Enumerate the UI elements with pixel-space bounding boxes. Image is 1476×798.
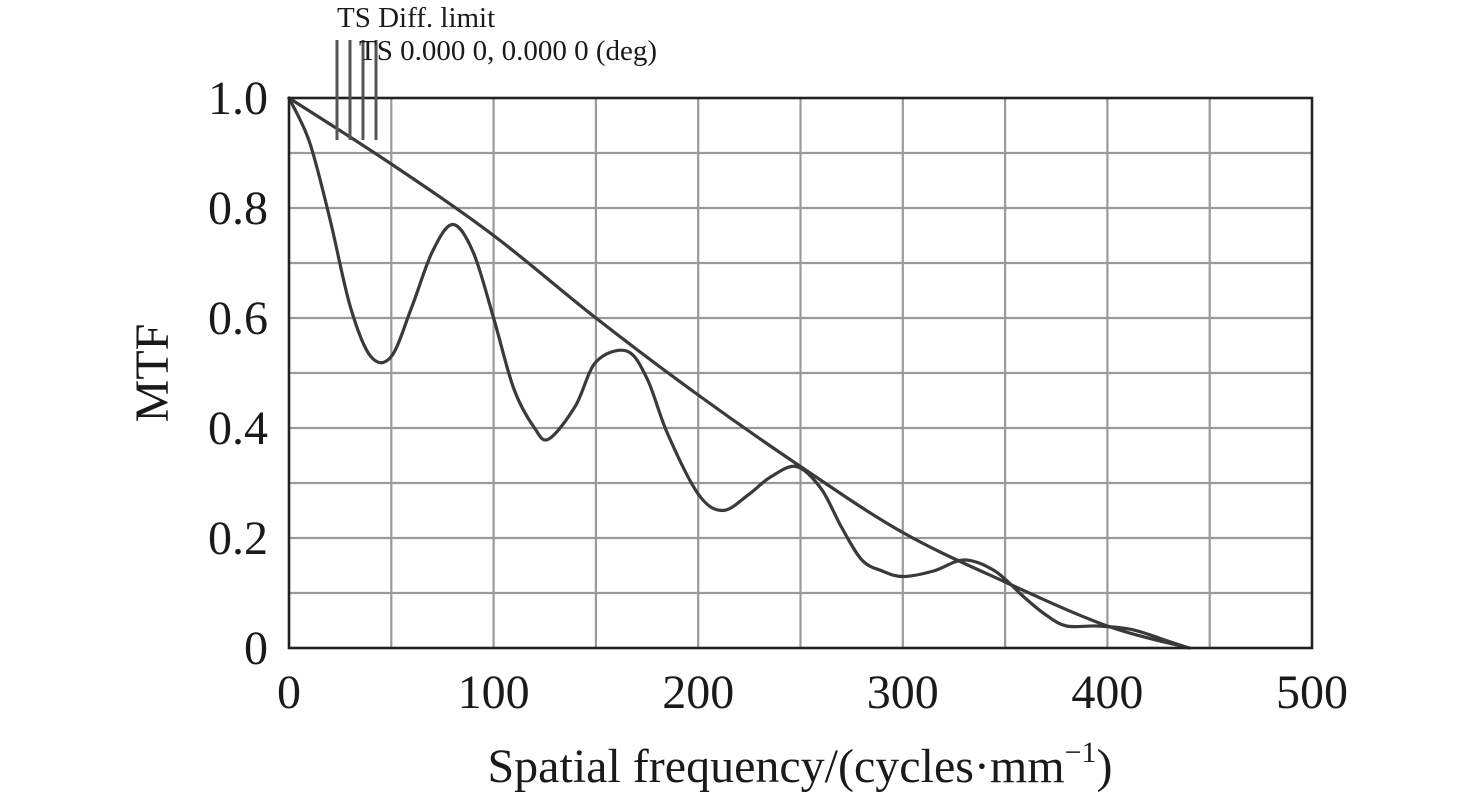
grid: [289, 98, 1312, 648]
plot-frame: [287, 96, 1314, 650]
x-tick-label: 300: [867, 666, 939, 719]
y-axis-title: MTF: [126, 324, 179, 423]
series-layer: [287, 96, 1191, 650]
legend-label-diff-limit: TS Diff. limit: [337, 2, 495, 34]
series-line-ts-field: [287, 96, 1191, 650]
x-tick-label: 400: [1071, 666, 1143, 719]
series-line-diff-limit: [287, 96, 1191, 650]
y-tick-label: 0.6: [208, 292, 268, 345]
x-axis-title: Spatial frequency/(cycles·mm−1): [487, 736, 1112, 793]
tick-labels: 0 100 200 300 400 500 0 0.2 0.4 0.6 0.8 1.0: [208, 72, 1348, 719]
x-tick-label: 500: [1276, 666, 1348, 719]
y-tick-label: 1.0: [208, 72, 268, 125]
x-tick-label: 200: [662, 666, 734, 719]
x-tick-label: 100: [458, 666, 530, 719]
y-tick-label: 0: [244, 622, 268, 675]
y-tick-label: 0.2: [208, 512, 268, 565]
x-tick-label: 0: [277, 666, 301, 719]
y-tick-label: 0.8: [208, 182, 268, 235]
y-tick-label: 0.4: [208, 402, 268, 455]
legend-label-ts-field: TS 0.000 0, 0.000 0 (deg): [359, 35, 657, 67]
